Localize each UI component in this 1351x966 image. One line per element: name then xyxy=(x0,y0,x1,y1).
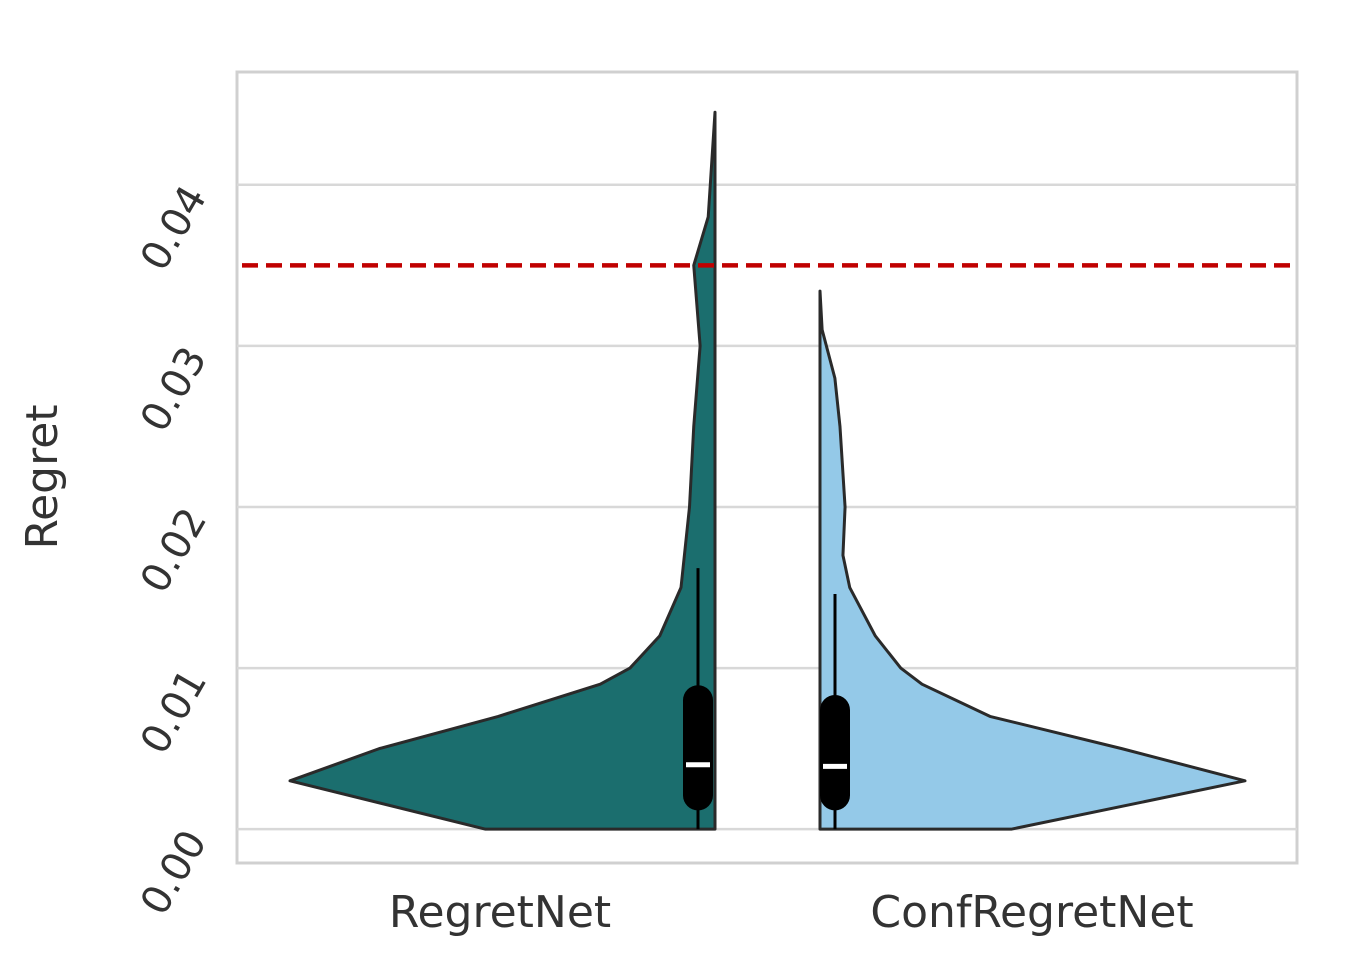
x-tick-label: RegretNet xyxy=(389,887,611,938)
y-tick-label: 0.01 xyxy=(132,662,216,762)
y-tick-label: 0.04 xyxy=(132,178,216,278)
y-axis-label: Regret xyxy=(17,404,68,549)
violin xyxy=(288,110,717,831)
violin xyxy=(818,289,1247,831)
x-tick-label: ConfRegretNet xyxy=(870,887,1193,938)
y-tick-label: 0.03 xyxy=(132,339,216,439)
plot-frame xyxy=(235,70,1299,865)
y-tick-label: 0.02 xyxy=(132,500,216,600)
y-tick-label: 0.00 xyxy=(132,823,216,923)
